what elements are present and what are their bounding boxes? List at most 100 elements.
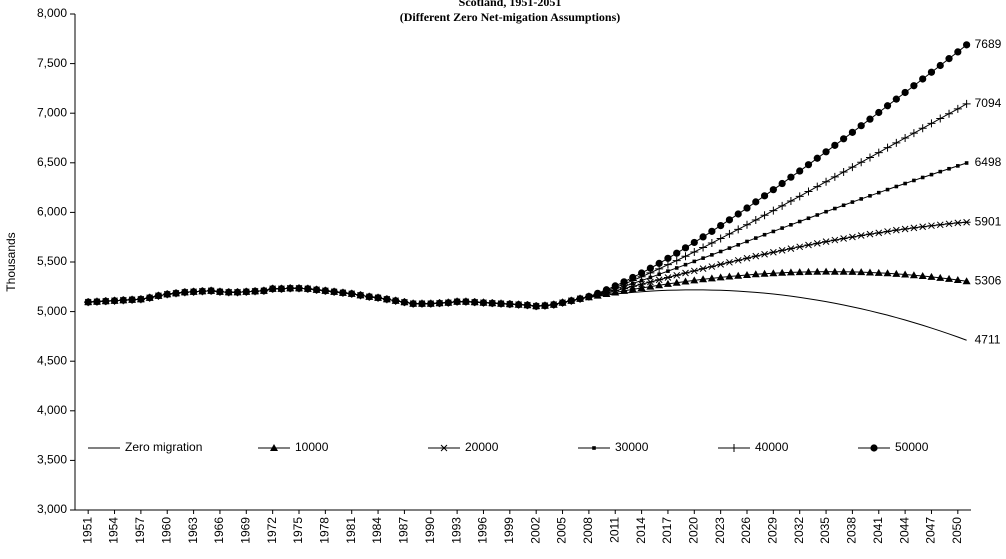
marker-plus: [901, 134, 910, 142]
x-tick-label: 1969: [238, 517, 252, 544]
marker-circle: [172, 289, 180, 297]
marker-circle: [620, 278, 628, 286]
end-label: 7094: [975, 96, 1002, 110]
marker-circle: [295, 284, 303, 292]
marker-square: [674, 266, 679, 270]
end-label: 4711: [975, 332, 1001, 346]
marker-circle: [927, 68, 936, 76]
marker-circle: [304, 285, 312, 293]
marker-circle: [84, 298, 92, 306]
marker-asterisk: [874, 229, 883, 237]
marker-plus: [743, 220, 751, 229]
x-tick-label: 1954: [107, 517, 121, 544]
x-tick-label: 1987: [397, 517, 411, 544]
y-tick-label: 3,000: [37, 502, 67, 516]
x-tick-label: 1975: [291, 517, 305, 544]
end-label: 6498: [975, 155, 1002, 169]
legend-marker: [870, 444, 878, 452]
marker-circle: [804, 161, 813, 169]
y-tick-label: 5,000: [37, 304, 67, 318]
marker-plus: [927, 119, 936, 128]
marker-square: [894, 184, 899, 189]
marker-circle: [699, 233, 707, 241]
marker-asterisk: [918, 223, 927, 231]
y-tick-label: 4,000: [37, 403, 67, 417]
marker-asterisk: [769, 248, 778, 256]
marker-plus: [822, 177, 831, 186]
x-tick-label: 2008: [581, 517, 595, 544]
marker-circle: [602, 286, 611, 294]
marker-circle: [875, 108, 883, 117]
marker-circle: [708, 227, 716, 235]
marker-circle: [216, 288, 224, 296]
marker-plus: [769, 206, 778, 215]
marker-triangle: [962, 277, 971, 285]
marker-square: [947, 166, 951, 171]
marker-triangle: [830, 267, 839, 275]
marker-triangle: [953, 275, 962, 283]
marker-plus: [778, 201, 787, 210]
marker-circle: [550, 301, 558, 309]
marker-circle: [312, 286, 321, 294]
marker-triangle: [804, 267, 813, 275]
marker-plus: [883, 143, 892, 152]
marker-circle: [901, 88, 909, 97]
marker-triangle: [620, 286, 629, 294]
x-tick-label: 1993: [449, 517, 463, 544]
marker-circle: [690, 238, 698, 247]
end-label: 5901: [975, 214, 1002, 228]
marker-plus: [681, 252, 690, 261]
marker-square: [868, 194, 872, 198]
y-tick-label: 7,500: [37, 56, 67, 70]
marker-triangle: [892, 269, 901, 277]
marker-square: [833, 206, 837, 211]
marker-plus: [795, 192, 804, 201]
marker-circle: [348, 290, 356, 298]
marker-circle: [717, 221, 725, 230]
series-line: [88, 162, 967, 307]
marker-circle: [936, 61, 944, 70]
marker-square: [736, 243, 741, 247]
marker-circle: [945, 55, 953, 63]
marker-circle: [427, 300, 435, 308]
marker-circle: [840, 135, 848, 143]
marker-triangle: [822, 267, 831, 275]
legend-label: 10000: [295, 440, 329, 454]
marker-circle: [954, 48, 962, 56]
marker-asterisk: [655, 276, 664, 284]
marker-square: [657, 272, 661, 277]
marker-circle: [225, 288, 233, 296]
legend-label: 20000: [465, 440, 499, 454]
marker-circle: [339, 289, 347, 297]
marker-triangle: [769, 269, 778, 277]
marker-triangle: [786, 268, 795, 276]
marker-triangle: [945, 274, 954, 282]
marker-plus: [918, 124, 927, 133]
marker-triangle: [909, 271, 918, 279]
marker-circle: [611, 282, 619, 290]
x-tick-label: 2023: [713, 517, 727, 544]
x-tick-label: 1951: [80, 517, 94, 544]
marker-triangle: [848, 267, 857, 275]
marker-plus: [936, 114, 945, 123]
end-label: 7689: [975, 37, 1002, 51]
marker-plus: [813, 182, 822, 191]
marker-triangle: [883, 269, 892, 277]
x-tick-label: 2038: [845, 517, 859, 544]
x-tick-label: 2017: [660, 517, 674, 544]
end-label: 5306: [975, 273, 1002, 287]
marker-circle: [664, 254, 672, 262]
marker-triangle: [760, 269, 769, 277]
marker-circle: [506, 300, 514, 308]
marker-circle: [576, 295, 584, 303]
marker-circle: [119, 296, 127, 304]
marker-square: [666, 269, 670, 273]
marker-square: [841, 203, 846, 208]
marker-square: [683, 262, 688, 267]
chart-subtitle: (Different Zero Net-migation Assumptions…: [400, 10, 621, 24]
marker-plus: [716, 234, 725, 243]
x-tick-label: 2011: [607, 517, 621, 543]
marker-triangle: [637, 283, 646, 291]
marker-asterisk: [936, 221, 945, 229]
series-line: [88, 103, 967, 307]
